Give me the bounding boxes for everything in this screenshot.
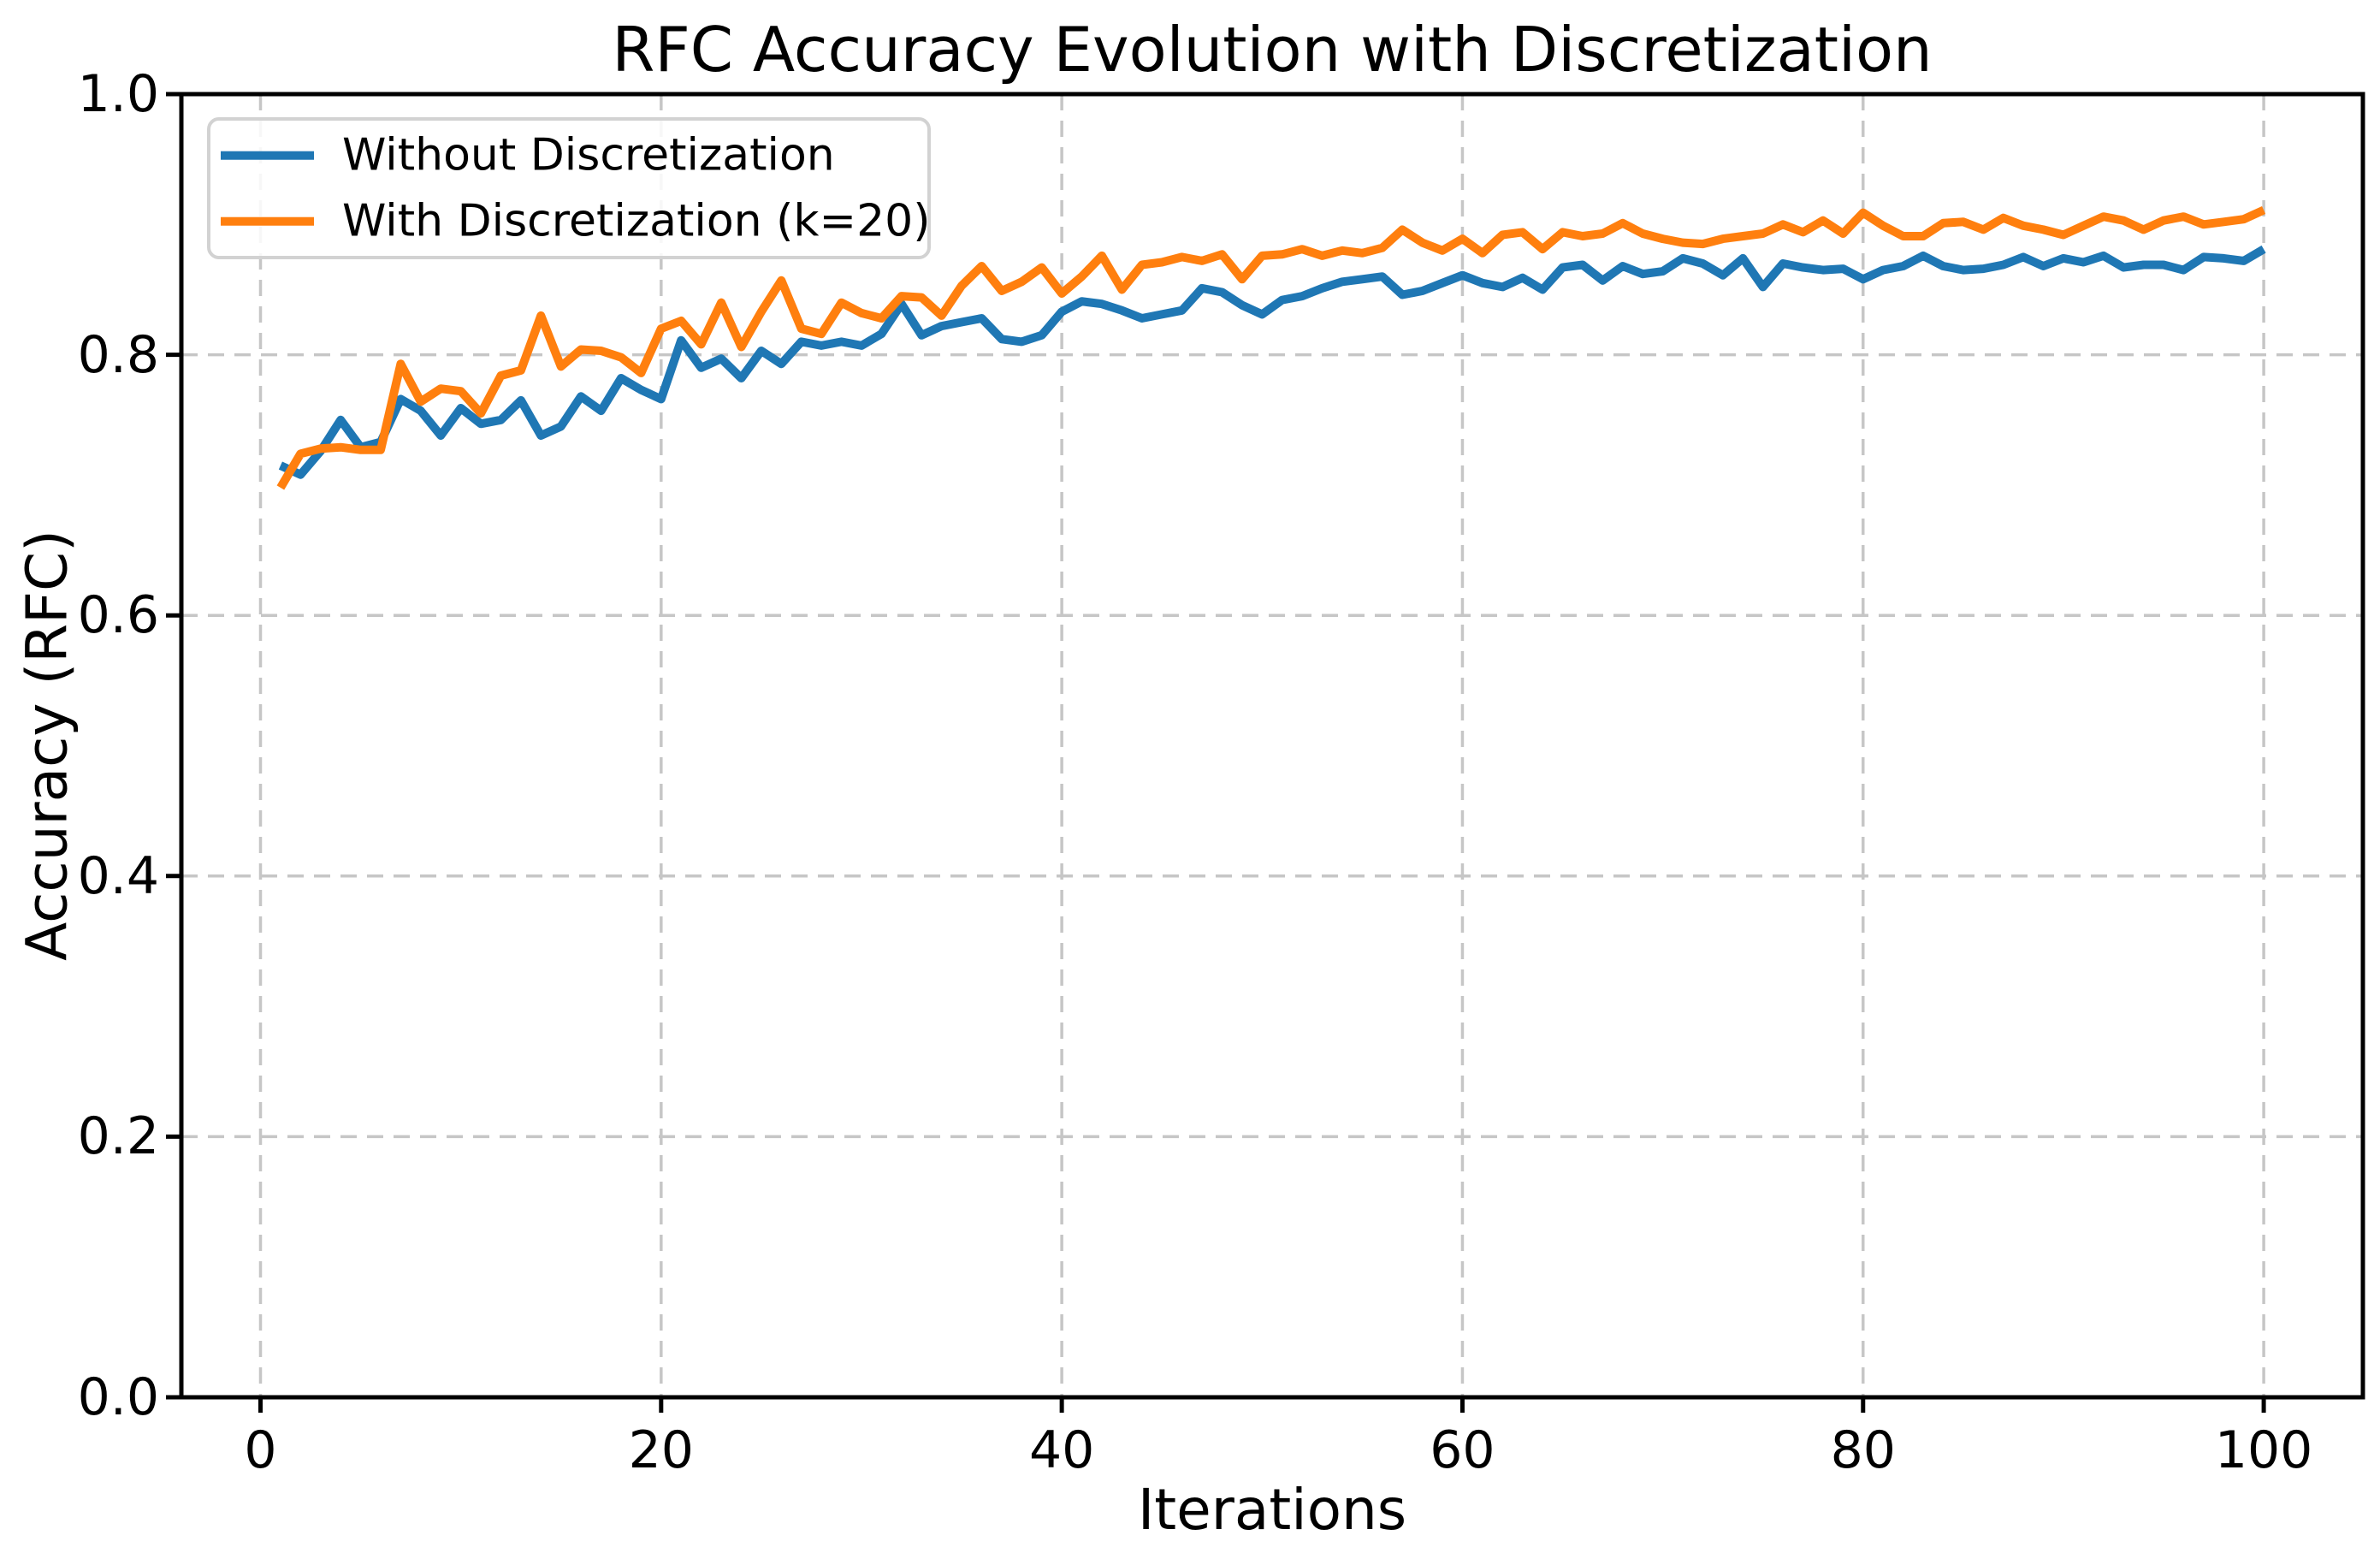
legend-label: Without Discretization <box>342 129 835 181</box>
legend-line-sample-blue <box>221 151 314 160</box>
y-tick-label: 0.8 <box>77 324 159 385</box>
x-tick-label: 80 <box>1830 1420 1896 1480</box>
y-tick-label: 0.2 <box>77 1106 159 1167</box>
plot-border <box>179 92 2365 1400</box>
x-tick-label: 20 <box>628 1420 694 1480</box>
series-line-without-discretization <box>278 245 2266 479</box>
series-line-with-discretization-k-20- <box>276 205 2266 490</box>
x-tick-label: 100 <box>2214 1420 2313 1480</box>
legend-label: With Discretization (k=20) <box>342 195 931 247</box>
x-tick-label: 60 <box>1430 1420 1495 1480</box>
grid-layer <box>181 94 2363 1397</box>
tick-layer <box>166 92 2266 1413</box>
legend-line-sample-orange <box>221 216 314 226</box>
legend-box: Without Discretization With Discretizati… <box>207 117 931 259</box>
y-tick-label: 0.4 <box>77 845 159 906</box>
y-tick-label: 1.0 <box>77 64 159 124</box>
y-tick-label: 0.0 <box>77 1367 159 1427</box>
y-tick-label: 0.6 <box>77 585 159 646</box>
legend-item-without-discretization: Without Discretization <box>210 128 927 183</box>
y-axis-label: Accuracy (RFC) <box>14 530 80 961</box>
chart-title: RFC Accuracy Evolution with Discretizati… <box>612 14 1933 86</box>
legend-item-with-discretization: With Discretization (k=20) <box>210 194 931 249</box>
series-layer <box>276 205 2266 490</box>
x-tick-label: 0 <box>244 1420 277 1480</box>
x-axis-label: Iterations <box>1137 1477 1407 1543</box>
x-tick-label: 40 <box>1028 1420 1095 1480</box>
